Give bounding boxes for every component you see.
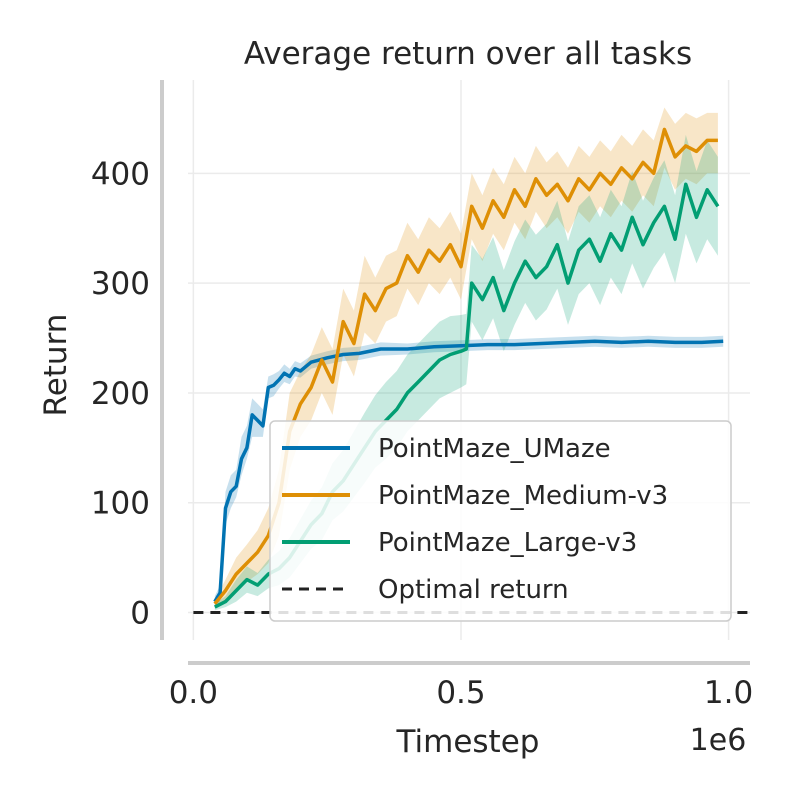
y-axis-label: Return [38, 314, 74, 417]
line-pointmaze-umaze [213, 339, 724, 603]
x-tick-label: 1.0 [704, 675, 753, 711]
y-tick-label: 200 [91, 376, 150, 412]
y-tick-label: 300 [91, 266, 150, 302]
y-tick-label: 100 [91, 486, 150, 522]
x-tick-label: 0.0 [169, 675, 218, 711]
line-pointmaze-medium-v3 [213, 127, 718, 605]
legend-label: Optimal return [378, 575, 569, 605]
x-tick-label: 0.5 [436, 675, 485, 711]
y-tick-label: 400 [91, 156, 150, 192]
y-tick-label: 0 [130, 596, 150, 632]
x-tick-labels: 0.0 0.5 1.0 [169, 675, 754, 711]
legend-label: PointMaze_Medium-v3 [378, 481, 668, 511]
legend: PointMaze_UMaze PointMaze_Medium-v3 PointM… [269, 420, 732, 622]
x-offset-label: 1e6 [690, 723, 747, 758]
legend-label: PointMaze_Large-v3 [378, 528, 637, 558]
y-tick-labels: 0 100 200 300 400 [91, 156, 150, 631]
x-axis-label: Timestep [396, 724, 540, 760]
band-pointmaze-medium-v3 [214, 107, 718, 609]
legend-box [269, 420, 732, 622]
legend-label: PointMaze_UMaze [378, 434, 611, 464]
chart-title: Average return over all tasks [244, 36, 692, 72]
